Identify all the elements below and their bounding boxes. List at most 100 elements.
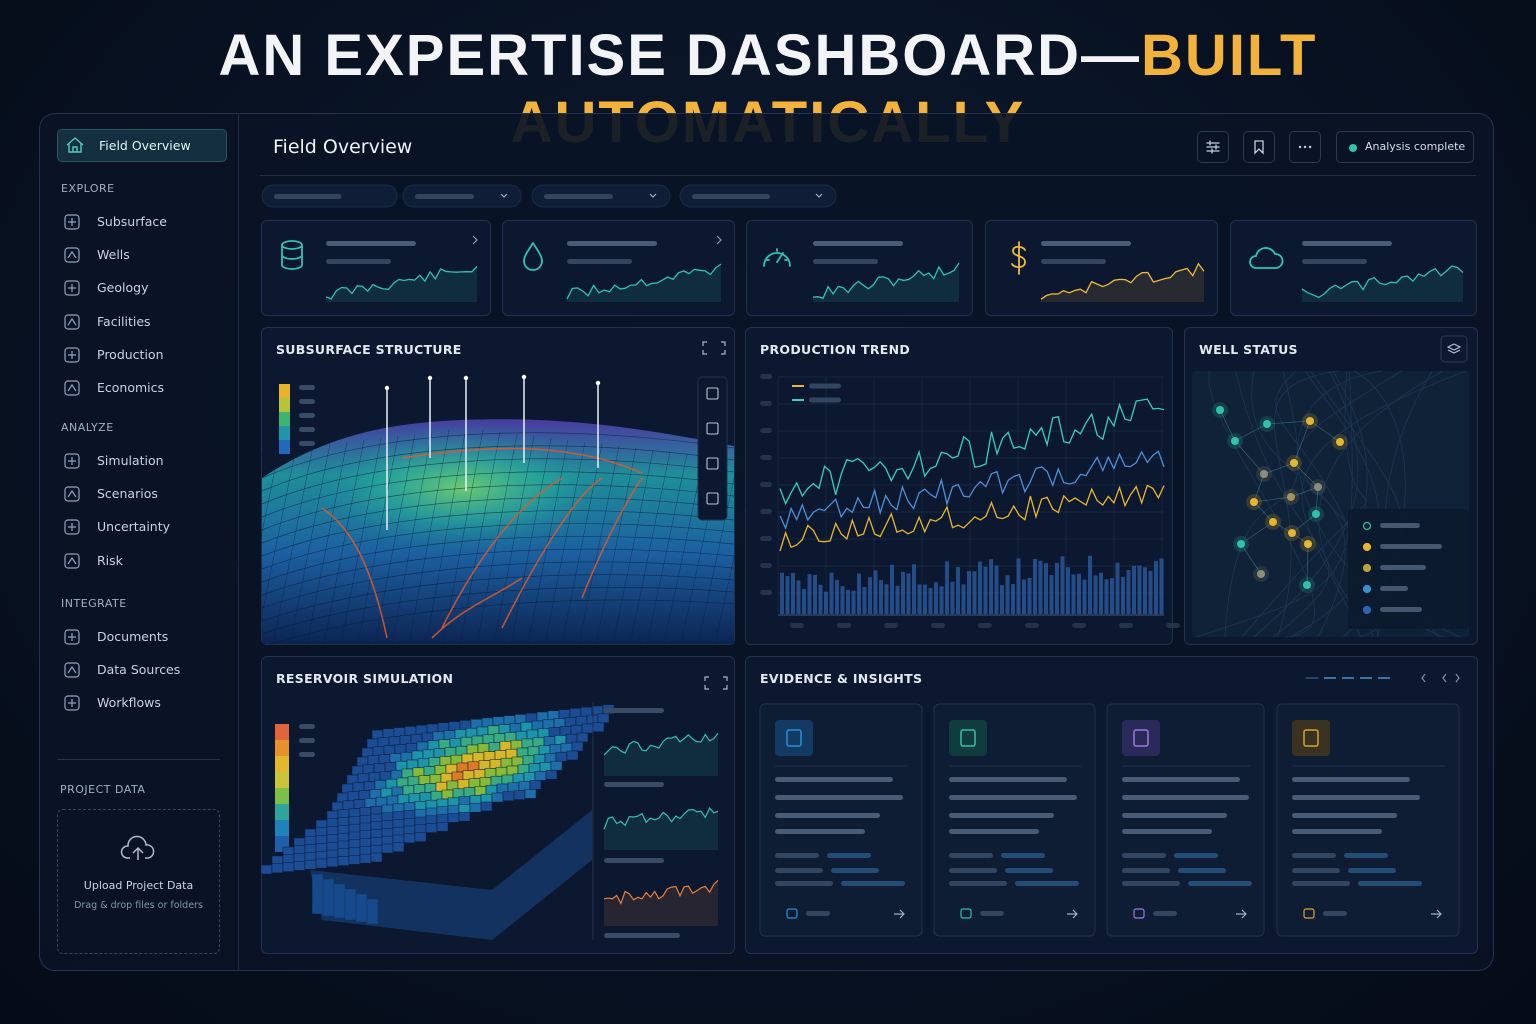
- expand-icon: [704, 676, 728, 690]
- mesh-line: [261, 458, 735, 505]
- skeleton-bar: [1292, 829, 1382, 834]
- map-contour: [1301, 370, 1467, 638]
- volume-bar: [846, 589, 850, 614]
- tool-icon: [706, 492, 719, 505]
- volume-bar: [1110, 578, 1114, 614]
- nav-item[interactable]: Wells: [97, 247, 130, 263]
- skeleton-bar: [806, 911, 830, 916]
- insight-card[interactable]: [1106, 703, 1265, 937]
- skeleton-bar: [831, 868, 879, 873]
- mesh-line: [261, 599, 735, 648]
- grid-cell: [545, 769, 558, 780]
- nav-item[interactable]: Production: [97, 346, 164, 362]
- skeleton-bar: [1358, 881, 1422, 886]
- icon: [64, 313, 80, 330]
- kpi-card[interactable]: [746, 220, 973, 316]
- sparkline: [1040, 262, 1205, 300]
- mesh-line: [510, 437, 552, 645]
- mesh-line: [612, 449, 654, 645]
- nav-item[interactable]: Documents: [97, 629, 169, 644]
- nav-icon: [64, 552, 80, 569]
- skeleton-bar: [299, 399, 315, 404]
- nav-item[interactable]: Scenarios: [97, 486, 158, 502]
- toolbar-button[interactable]: [1243, 131, 1275, 163]
- nav-item[interactable]: Geology: [97, 280, 149, 296]
- nav-item[interactable]: Risk: [97, 552, 123, 568]
- nav-item[interactable]: Workflows: [97, 695, 161, 711]
- icon: [66, 137, 84, 153]
- nav-item[interactable]: Uncertainty: [97, 519, 171, 535]
- volume-bar: [879, 580, 883, 614]
- nav-item[interactable]: Economics: [97, 380, 165, 395]
- well-dot: [1304, 540, 1312, 548]
- well-link: [1234, 440, 1265, 475]
- icon: [64, 214, 80, 230]
- volume-bar: [972, 571, 977, 614]
- nav-item[interactable]: Data Sources: [97, 662, 181, 678]
- volume-bar: [1060, 556, 1065, 614]
- nav-icon: [64, 280, 80, 296]
- upload-dropzone[interactable]: Upload Project Data Drag & drop files or …: [57, 809, 220, 954]
- legend-dot: [1362, 563, 1372, 573]
- volume-bar: [829, 572, 834, 614]
- skeleton-bar: [775, 868, 823, 873]
- kpi-graphics: [281, 235, 478, 302]
- mesh-line: [261, 523, 735, 570]
- nav-label: Field Overview: [99, 138, 191, 153]
- chevron: [472, 235, 478, 245]
- volume-bar: [978, 561, 982, 614]
- skeleton-bar: [1005, 868, 1053, 873]
- skeleton-bar: [775, 813, 880, 818]
- toolbar-button[interactable]: [1197, 131, 1229, 163]
- skeleton-bar: [1292, 777, 1410, 782]
- skeleton-bar: [775, 881, 833, 886]
- sparkline-area: [604, 880, 718, 926]
- mesh-line: [629, 451, 671, 645]
- nav-item-active[interactable]: Field Overview: [57, 129, 227, 162]
- toolbar-icon: [1254, 140, 1264, 155]
- skeleton-bar: [813, 259, 878, 264]
- well-dot: [1216, 406, 1224, 414]
- insight-card[interactable]: [1276, 703, 1460, 937]
- skeleton-bar: [604, 858, 664, 863]
- well-link: [1253, 496, 1292, 503]
- nav-icon: [64, 486, 80, 502]
- skeleton-bar: [949, 881, 1007, 886]
- volume-bar: [956, 567, 960, 614]
- volume-bar: [813, 574, 817, 614]
- mesh-line: [261, 510, 735, 557]
- fault-line: [441, 477, 563, 629]
- volume-bar: [1071, 574, 1076, 614]
- mesh-line: [221, 451, 263, 645]
- trend-line: [779, 450, 1165, 531]
- kpi-card[interactable]: [502, 220, 735, 316]
- skeleton-bar: [1153, 911, 1177, 916]
- nav-item[interactable]: Subsurface: [97, 214, 167, 229]
- volume-bar: [901, 571, 905, 614]
- skeleton-bar: [949, 853, 993, 858]
- insight-card[interactable]: [933, 703, 1096, 937]
- toolbar-button[interactable]: [1289, 131, 1321, 163]
- nav-item[interactable]: Facilities: [97, 313, 151, 329]
- grid-cell: [566, 750, 579, 761]
- mesh-line: [595, 447, 637, 645]
- nav-item[interactable]: Simulation: [97, 453, 164, 468]
- skeleton-bar: [760, 536, 772, 541]
- skeleton-bar: [775, 795, 903, 800]
- skeleton-bar: [790, 623, 804, 628]
- kpi-card[interactable]: [985, 220, 1218, 316]
- insight-card[interactable]: [759, 703, 923, 937]
- mesh-line: [697, 459, 739, 645]
- icon: [68, 284, 76, 293]
- well-link: [1240, 543, 1262, 575]
- volume-bar: [1143, 567, 1147, 614]
- volume-bar: [1038, 560, 1043, 614]
- icon: [1254, 140, 1264, 155]
- skeleton-bar: [1072, 623, 1086, 628]
- icon: [64, 662, 80, 678]
- mesh-line: [442, 429, 484, 645]
- well-link: [1253, 473, 1265, 503]
- kpi-icon: [281, 240, 303, 270]
- nav-icon: [64, 380, 80, 396]
- grid-cell: [458, 811, 471, 822]
